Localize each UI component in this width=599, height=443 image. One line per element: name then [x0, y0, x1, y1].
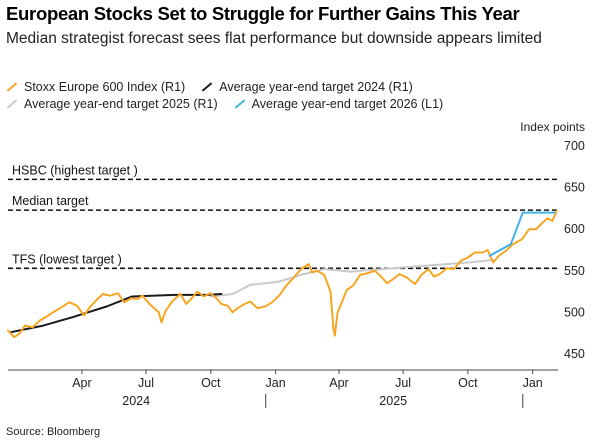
chart-title: European Stocks Set to Struggle for Furt… [6, 3, 520, 24]
x-tick-label: Apr [72, 376, 91, 390]
x-tick-label: Jan [523, 376, 543, 390]
x-tick-label: Jul [138, 376, 154, 390]
y-axis-title: Index points [520, 120, 585, 134]
y-tick-label: 500 [564, 305, 585, 319]
y-tick-label: 650 [564, 181, 585, 195]
series-line [209, 259, 495, 298]
y-tick-label: 700 [564, 139, 585, 153]
legend-label-target-2024: Average year-end target 2024 (R1) [219, 79, 413, 94]
x-tick-label: Oct [458, 376, 478, 390]
legend-row: Average year-end target 2025 (R1) Averag… [6, 95, 596, 112]
legend-row: Stoxx Europe 600 Index (R1) Average year… [6, 78, 596, 95]
series-line [7, 210, 558, 339]
reference-line-label: Median target [12, 194, 89, 208]
x-tick-label: Oct [201, 376, 221, 390]
legend-item-target-2026: Average year-end target 2026 (L1) [234, 96, 444, 111]
series-line [488, 211, 556, 257]
x-tick-label: Jan [266, 376, 286, 390]
legend-label-target-2025: Average year-end target 2025 (R1) [24, 96, 218, 111]
x-tick-label: Apr [329, 376, 348, 390]
reference-line-label: TFS (lowest target ) [12, 252, 122, 266]
reference-line-label: HSBC (highest target ) [12, 163, 138, 177]
source-note: Source: Bloomberg [6, 426, 101, 438]
legend-item-stoxx: Stoxx Europe 600 Index (R1) [6, 80, 185, 94]
y-tick-label: 450 [564, 347, 585, 361]
legend-item-target-2025: Average year-end target 2025 (R1) [6, 97, 218, 111]
legend-label-target-2026: Average year-end target 2026 (L1) [251, 96, 444, 111]
x-tick-label: Jul [395, 376, 411, 390]
y-tick-label: 600 [564, 222, 585, 236]
y-tick-label: 550 [564, 264, 585, 278]
chart-subtitle: Median strategist forecast sees flat per… [6, 30, 542, 47]
year-label: 2025 [379, 394, 407, 408]
chart-legend: Stoxx Europe 600 Index (R1) Average year… [6, 78, 596, 112]
legend-item-target-2024: Average year-end target 2024 (R1) [201, 80, 413, 94]
year-label: 2024 [122, 394, 150, 408]
legend-label-stoxx: Stoxx Europe 600 Index (R1) [24, 79, 186, 94]
